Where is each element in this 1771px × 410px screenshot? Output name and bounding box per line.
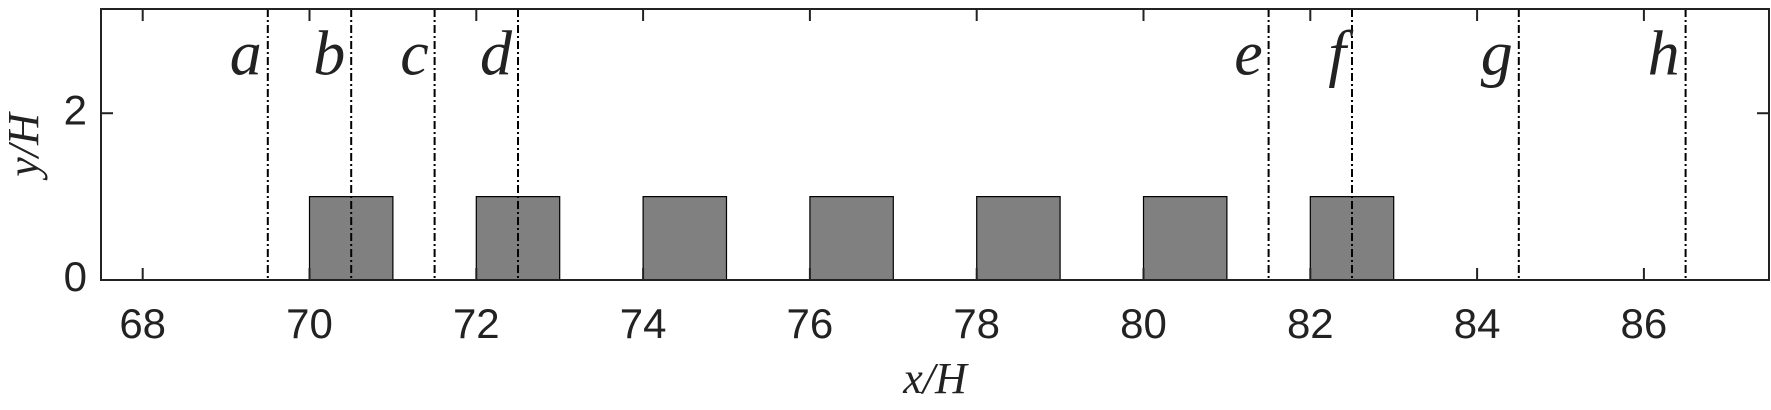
x-tick-label: 86: [1621, 300, 1668, 347]
x-tick-label: 82: [1287, 300, 1334, 347]
y-axis-label: y/H: [0, 111, 48, 181]
x-tick-label: 68: [119, 300, 166, 347]
probe-label: d: [480, 18, 513, 89]
probe-label: e: [1234, 18, 1262, 89]
probe-label: g: [1481, 18, 1513, 89]
x-tick-label: 74: [620, 300, 667, 347]
plot-frame: [100, 8, 1770, 281]
block: [642, 196, 728, 281]
x-axis-label: x/H: [902, 354, 969, 403]
x-tick-label: 84: [1454, 300, 1501, 347]
probe-label: c: [400, 18, 428, 89]
y-tick-label: 0: [64, 253, 87, 300]
x-tick-label: 80: [1120, 300, 1167, 347]
block: [976, 196, 1061, 281]
x-tick-label: 78: [953, 300, 1000, 347]
block: [1142, 196, 1228, 281]
block: [809, 196, 894, 281]
x-tick-label: 70: [286, 300, 333, 347]
probe-label: b: [313, 18, 345, 89]
probe-label: f: [1328, 18, 1354, 89]
probe-label: h: [1648, 18, 1680, 89]
y-tick-label: 2: [64, 86, 87, 133]
x-tick-label: 76: [787, 300, 834, 347]
x-tick-label: 72: [453, 300, 500, 347]
probe-label: a: [230, 18, 262, 89]
